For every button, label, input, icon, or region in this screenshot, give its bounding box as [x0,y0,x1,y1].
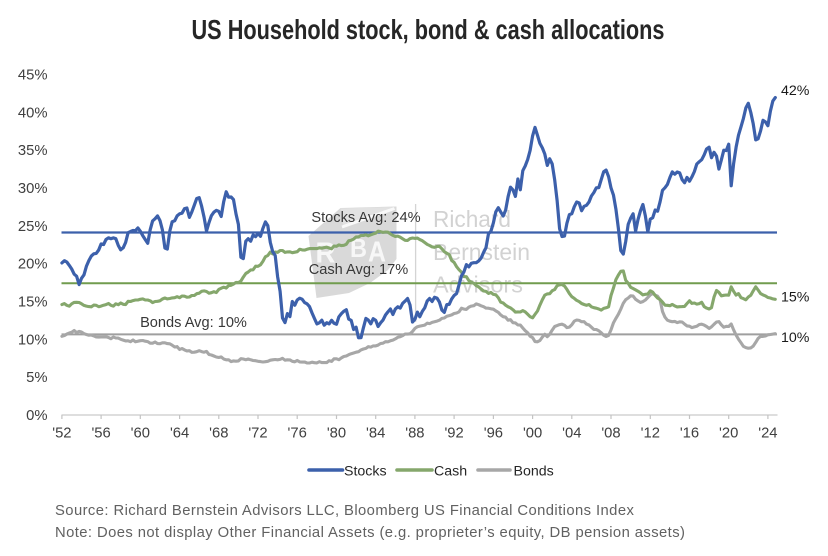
svg-text:'52: '52 [52,426,71,442]
svg-text:Note: Does not display Other F: Note: Does not display Other Financial A… [55,525,685,541]
svg-text:'64: '64 [170,426,189,442]
svg-text:'12: '12 [641,426,660,442]
svg-text:'92: '92 [444,426,463,442]
svg-text:'56: '56 [91,426,110,442]
svg-text:Bernstein: Bernstein [433,239,530,265]
svg-text:5%: 5% [26,370,47,386]
svg-text:'16: '16 [680,426,699,442]
svg-text:'72: '72 [248,426,267,442]
svg-text:A: A [368,237,386,269]
svg-text:0%: 0% [26,408,47,424]
svg-text:'76: '76 [288,426,307,442]
svg-text:'84: '84 [366,426,385,442]
svg-text:'00: '00 [523,426,542,442]
svg-text:Advisors: Advisors [433,272,523,298]
svg-text:10%: 10% [18,332,48,348]
svg-text:30%: 30% [18,181,48,197]
svg-text:Source: Richard Bernstein Advi: Source: Richard Bernstein Advisors LLC, … [55,503,634,519]
svg-text:Stocks Avg: 24%: Stocks Avg: 24% [311,210,420,226]
svg-text:'20: '20 [719,426,738,442]
svg-text:15%: 15% [781,289,810,305]
svg-text:'08: '08 [601,426,620,442]
svg-text:45%: 45% [18,68,48,84]
svg-text:'80: '80 [327,426,346,442]
svg-text:'68: '68 [209,426,228,442]
svg-text:'60: '60 [131,426,150,442]
svg-text:Cash: Cash [434,464,467,480]
svg-text:20%: 20% [18,257,48,273]
svg-text:'04: '04 [562,426,581,442]
svg-text:42%: 42% [781,83,810,99]
svg-text:35%: 35% [18,143,48,159]
svg-text:15%: 15% [18,295,48,311]
svg-text:US Household stock, bond & cas: US Household stock, bond & cash allocati… [192,14,665,45]
svg-text:'88: '88 [405,426,424,442]
svg-text:25%: 25% [18,219,48,235]
svg-text:'96: '96 [484,426,503,442]
svg-text:Cash Avg: 17%: Cash Avg: 17% [309,262,409,278]
svg-text:Bonds Avg: 10%: Bonds Avg: 10% [140,315,247,331]
svg-text:'24: '24 [758,426,777,442]
svg-text:Stocks: Stocks [344,464,387,480]
svg-text:Bonds: Bonds [514,464,554,480]
svg-text:10%: 10% [781,330,810,346]
svg-text:R: R [316,238,336,270]
svg-text:40%: 40% [18,105,48,121]
